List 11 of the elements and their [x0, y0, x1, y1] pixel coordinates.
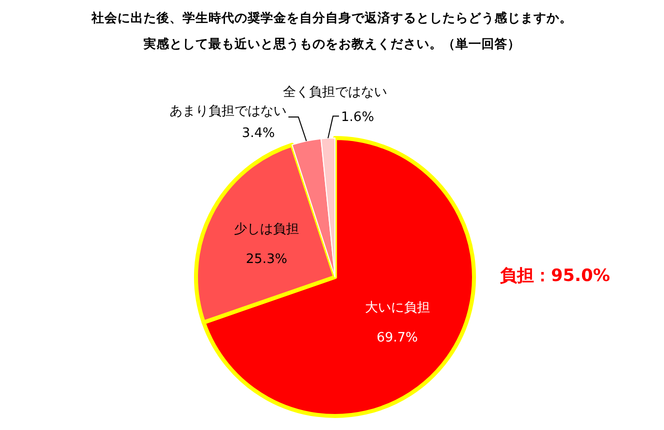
data-label: 3.4%	[242, 126, 275, 141]
subtitle: 実感として最も近いと思うものをお教えください。（単一回答）	[144, 36, 520, 51]
data-label: 25.3%	[246, 252, 288, 267]
data-label: 69.7%	[376, 330, 418, 346]
annotation: 負担：95.0%	[500, 266, 610, 286]
slice-label: 大いに負担	[364, 300, 430, 316]
title: 社会に出た後、学生時代の奨学金を自分自身で返済するとしたらどう感じますか。	[92, 10, 572, 25]
slice-label: 少しは負担	[234, 222, 300, 237]
slice-label: 全く負担ではない	[283, 85, 388, 100]
data-label: 1.6%	[341, 110, 374, 126]
slice-label: あまり負担ではない	[169, 104, 286, 119]
